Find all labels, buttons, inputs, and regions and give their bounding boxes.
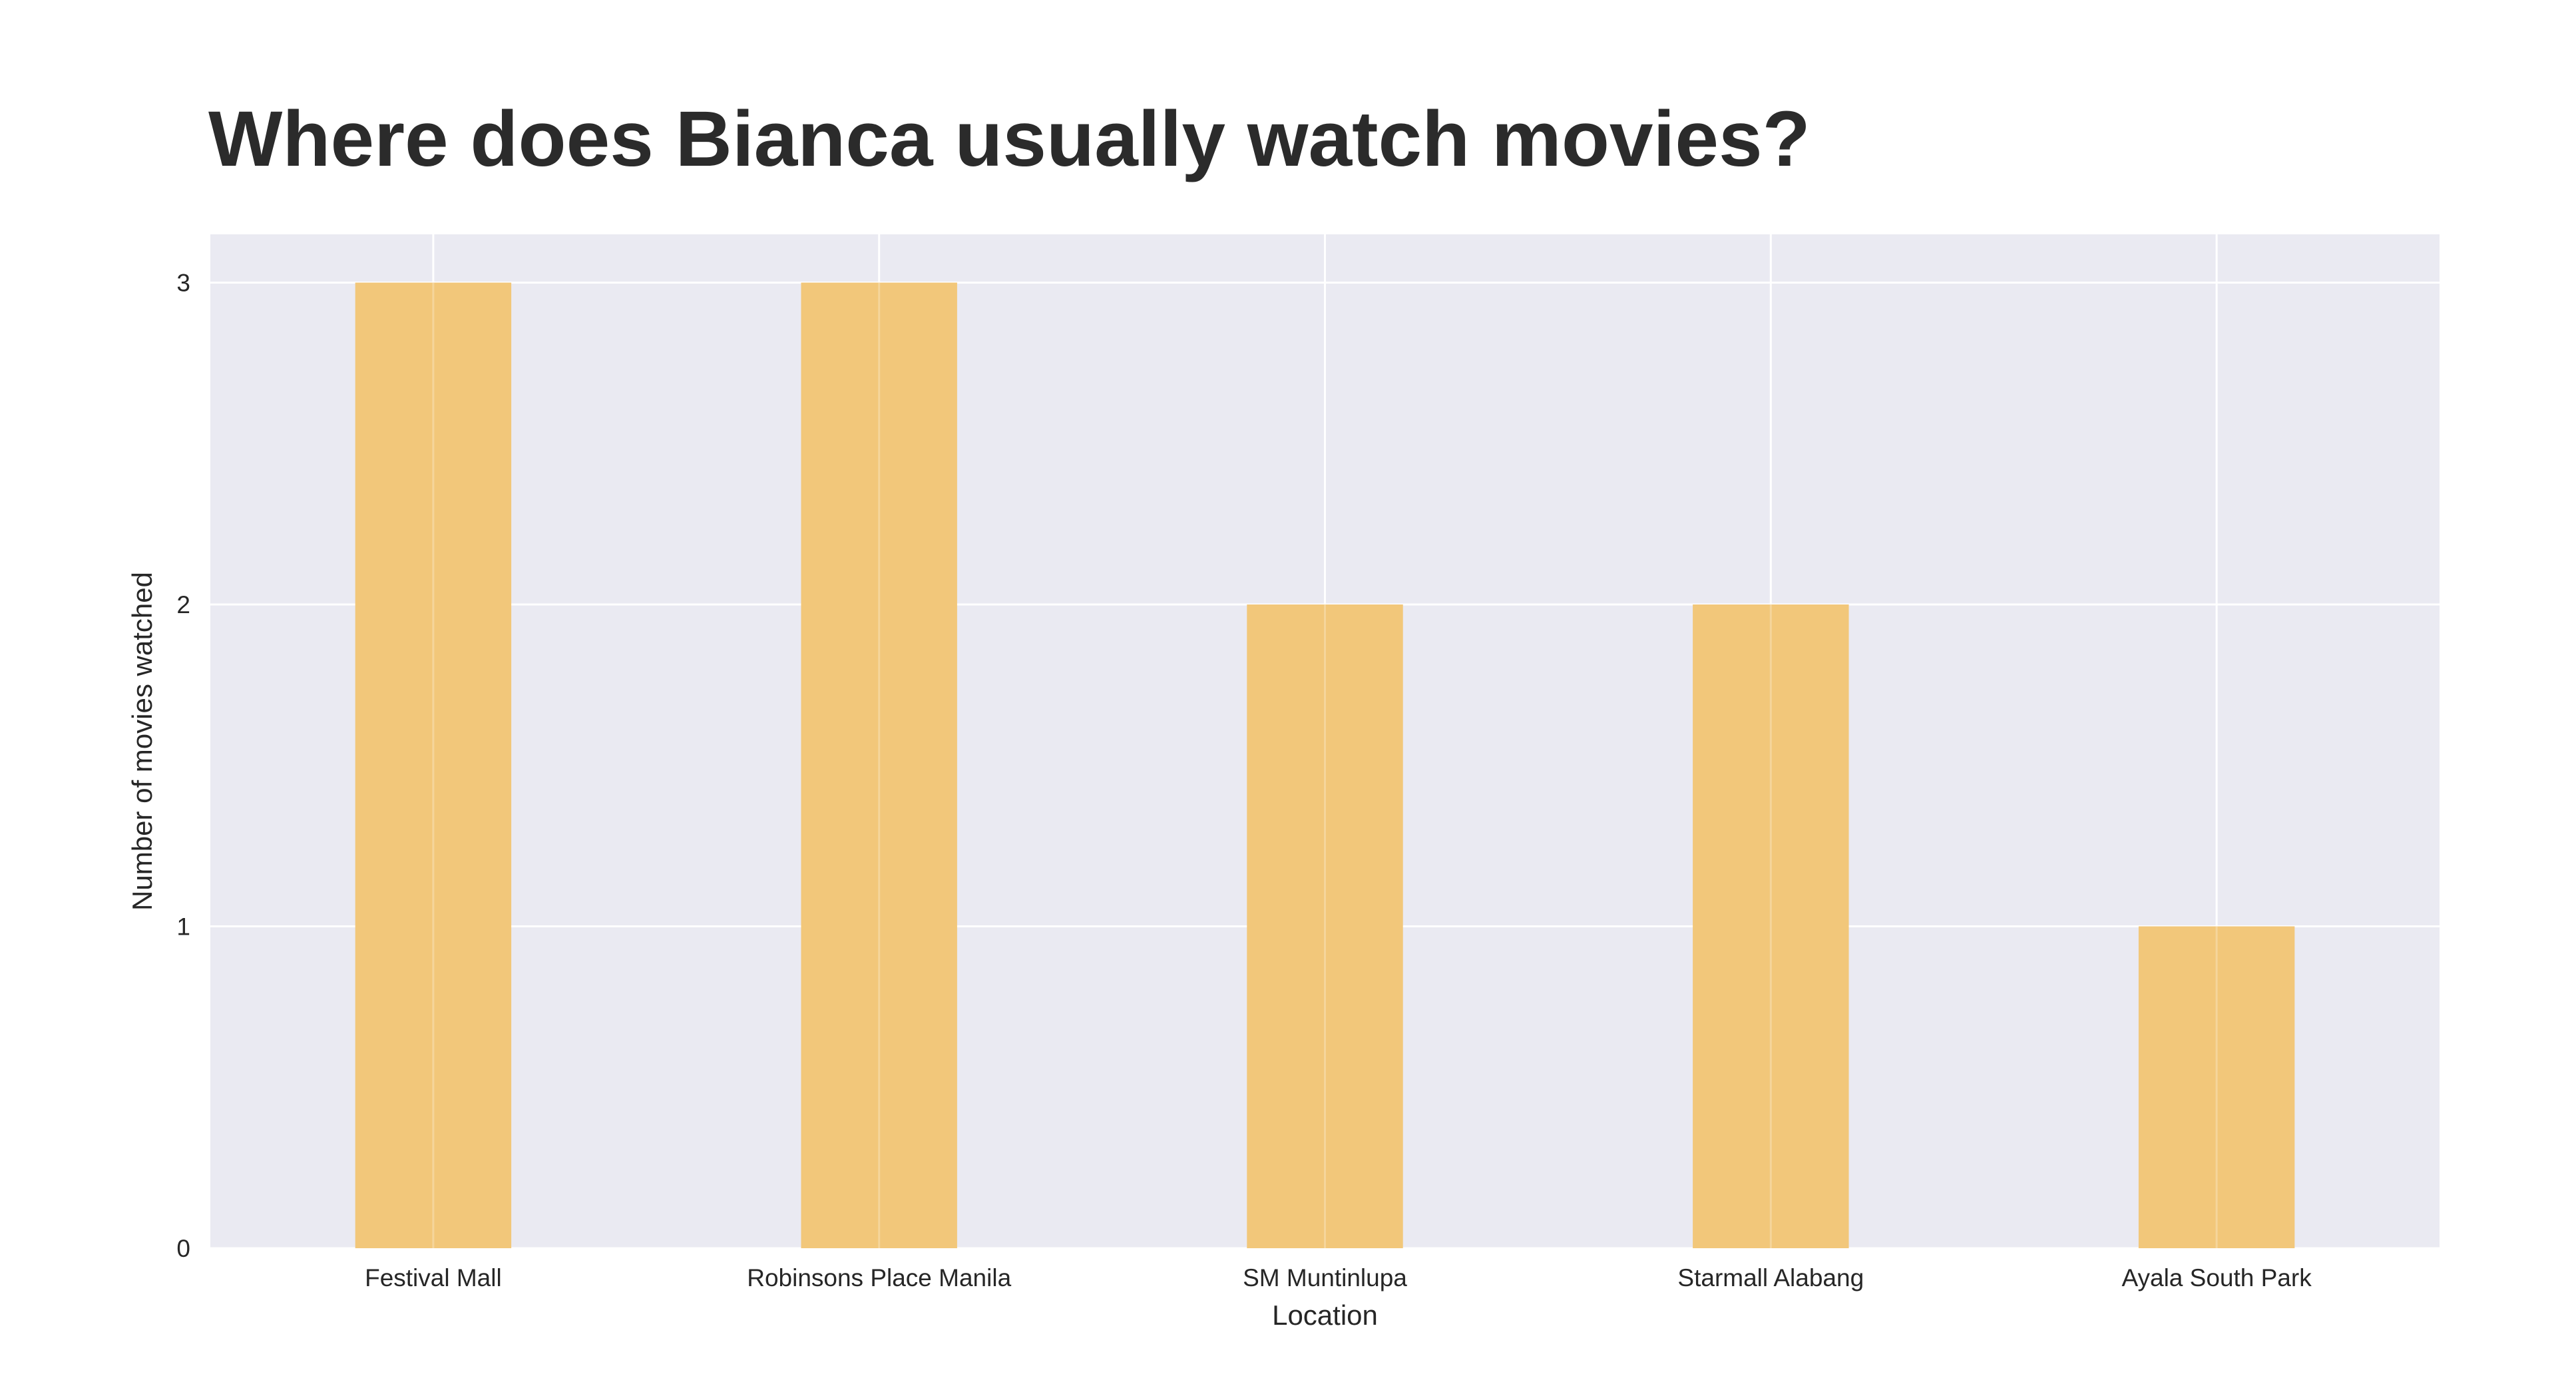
x-tick-label: Festival Mall [365, 1264, 502, 1291]
x-tick-label: Ayala South Park [2121, 1264, 2312, 1291]
bar [801, 282, 957, 1248]
x-tick-label: Starmall Alabang [1677, 1264, 1864, 1291]
chart-title: Where does Bianca usually watch movies? [208, 95, 1811, 183]
y-tick-labels: 0 1 2 3 [176, 270, 190, 1262]
bar [1247, 604, 1403, 1248]
y-axis-label: Number of movies watched [126, 572, 158, 911]
bar [2138, 926, 2295, 1248]
gridline-overlay [432, 282, 2218, 1248]
x-tick-labels: Festival Mall Robinsons Place Manila SM Mu… [365, 1264, 2312, 1291]
y-tick-label: 0 [176, 1235, 190, 1262]
y-tick-label: 2 [176, 591, 190, 618]
x-tick-label: Robinsons Place Manila [747, 1264, 1011, 1291]
x-tick-label: SM Muntinlupa [1243, 1264, 1407, 1291]
bar [1693, 604, 1849, 1248]
x-axis-label: Location [1272, 1299, 1378, 1331]
bar [355, 282, 512, 1248]
y-tick-label: 1 [176, 913, 190, 941]
y-tick-label: 3 [176, 270, 190, 297]
bars [355, 282, 2295, 1248]
